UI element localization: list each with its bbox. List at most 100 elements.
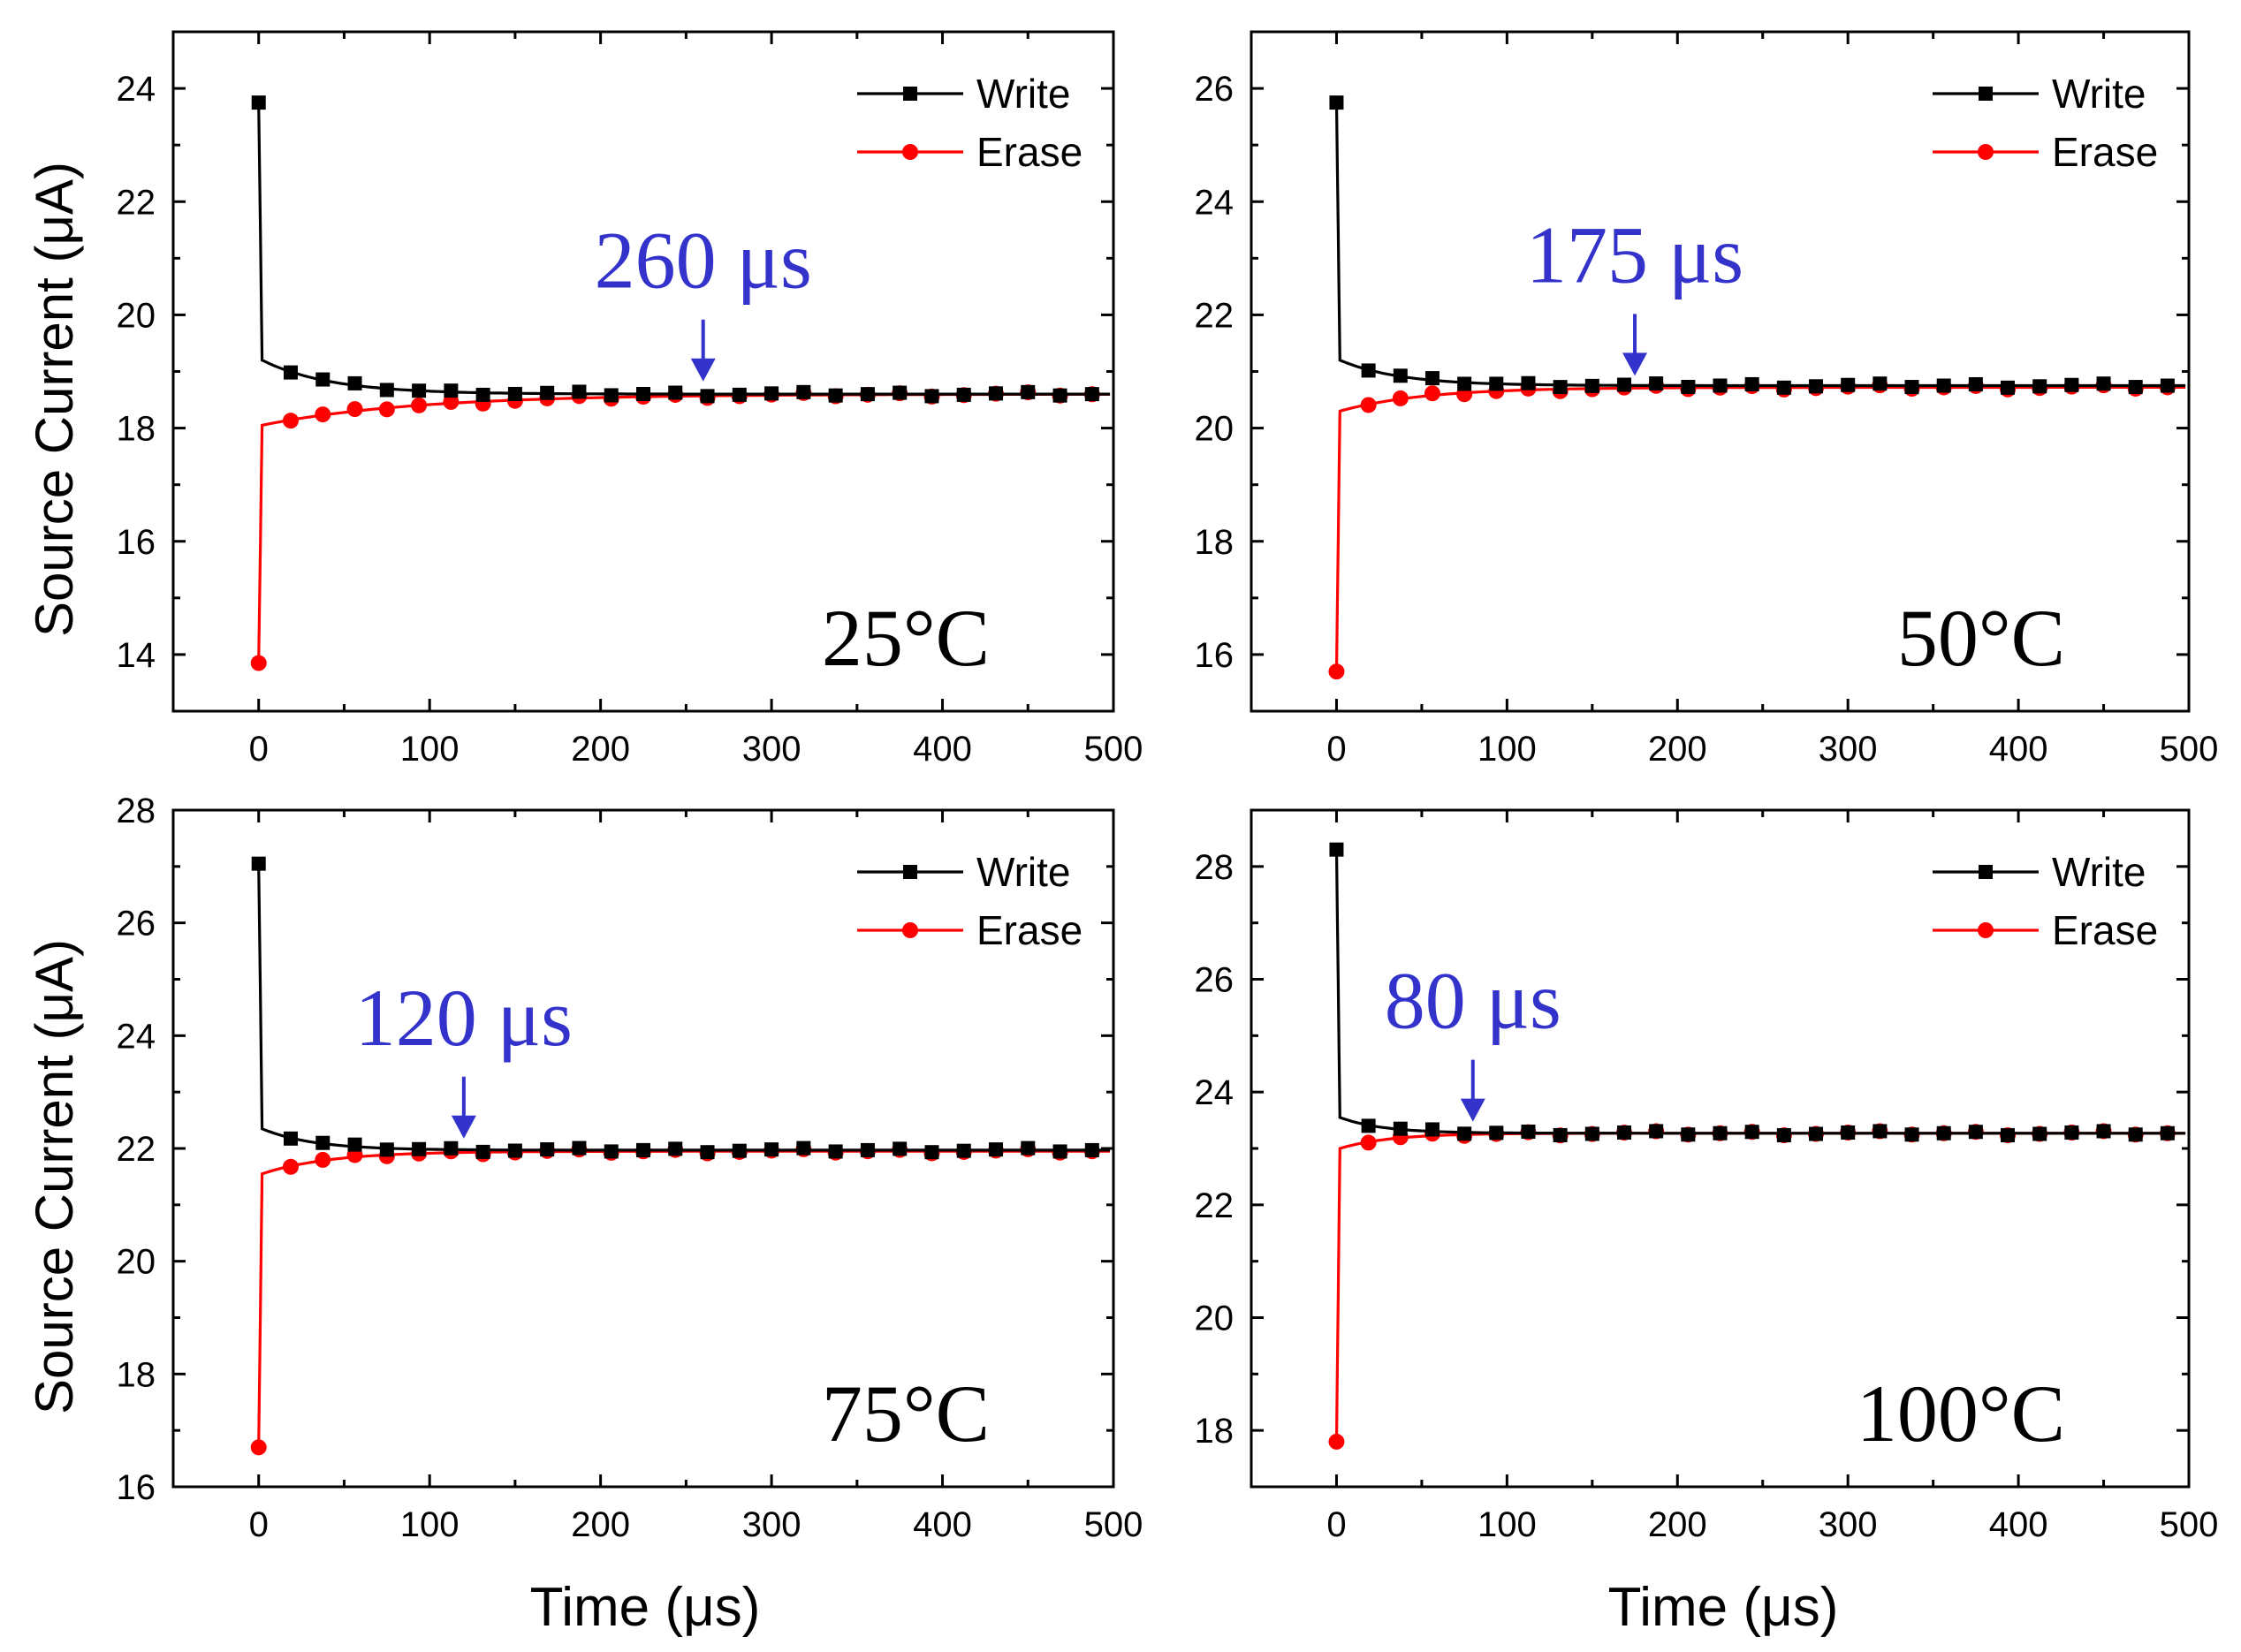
temperature-label: 100°C bbox=[1857, 1368, 2065, 1459]
marker-write-point bbox=[1681, 1127, 1696, 1142]
marker-write-point bbox=[1776, 380, 1791, 395]
marker-write-point bbox=[1904, 1127, 1919, 1142]
marker-write-point bbox=[893, 1141, 908, 1156]
y-tick-label: 22 bbox=[1195, 1186, 1234, 1225]
x-tick-label: 200 bbox=[1648, 1505, 1707, 1544]
marker-write-point bbox=[1457, 1126, 1472, 1141]
annotation-arrow-head bbox=[690, 358, 716, 382]
annotation-arrow-head bbox=[1622, 352, 1648, 376]
marker-write-point bbox=[1329, 95, 1344, 110]
marker-write-point bbox=[732, 1143, 747, 1158]
x-tick-label: 0 bbox=[249, 730, 269, 769]
x-tick-label: 0 bbox=[1326, 1505, 1346, 1544]
marker-write-point bbox=[379, 1142, 394, 1157]
marker-write-point bbox=[1393, 368, 1408, 383]
marker-write-point bbox=[1489, 376, 1504, 391]
marker-write-point bbox=[347, 1137, 362, 1152]
marker-write-point bbox=[540, 385, 555, 400]
legend-marker-erase bbox=[902, 922, 918, 938]
annotation-arrow-head bbox=[1460, 1098, 1485, 1122]
marker-write-point bbox=[1521, 375, 1536, 390]
marker-write-point bbox=[604, 388, 619, 403]
marker-write-point bbox=[475, 387, 490, 402]
marker-write-point bbox=[1968, 1125, 1983, 1140]
annotation-arrow-head bbox=[451, 1115, 476, 1139]
x-tick-label: 300 bbox=[1819, 730, 1878, 769]
legend-label-erase: Erase bbox=[976, 907, 1083, 953]
marker-erase-point bbox=[1328, 1433, 1345, 1450]
y-tick-label: 24 bbox=[1195, 1073, 1234, 1112]
marker-write-point bbox=[2001, 1128, 2016, 1143]
marker-write-point bbox=[2128, 1127, 2143, 1142]
marker-write-point bbox=[732, 387, 747, 402]
x-tick-label: 300 bbox=[742, 730, 801, 769]
marker-write-point bbox=[1616, 1125, 1631, 1140]
marker-write-point bbox=[1968, 376, 1983, 391]
legend-label-write: Write bbox=[976, 71, 1071, 117]
marker-write-point bbox=[1021, 384, 1036, 399]
marker-write-point bbox=[1553, 380, 1568, 395]
marker-write-point bbox=[1841, 377, 1856, 392]
marker-write-point bbox=[412, 383, 427, 398]
x-tick-label: 100 bbox=[1478, 1505, 1537, 1544]
y-tick-label: 22 bbox=[117, 183, 156, 222]
y-tick-label: 18 bbox=[117, 1355, 156, 1394]
y-tick-label: 28 bbox=[1195, 848, 1234, 887]
x-tick-label: 100 bbox=[400, 1505, 460, 1544]
x-tick-label: 500 bbox=[1084, 1505, 1143, 1544]
legend-label-erase: Erase bbox=[976, 129, 1083, 175]
marker-write-point bbox=[796, 384, 811, 399]
marker-write-point bbox=[1681, 379, 1696, 394]
marker-write-point bbox=[636, 1142, 650, 1157]
temperature-label: 25°C bbox=[822, 593, 990, 683]
marker-write-point bbox=[251, 856, 266, 871]
marker-erase-point bbox=[315, 406, 331, 423]
marker-write-point bbox=[315, 372, 330, 387]
y-tick-label: 20 bbox=[1195, 1300, 1234, 1338]
marker-write-point bbox=[828, 1144, 843, 1159]
marker-write-point bbox=[989, 386, 1003, 401]
y-axis-label-bottom: Source Current (μA) bbox=[25, 939, 84, 1414]
marker-write-point bbox=[956, 1143, 971, 1158]
marker-write-point bbox=[1713, 378, 1728, 393]
marker-erase-point bbox=[283, 1158, 299, 1175]
marker-write-point bbox=[1489, 1125, 1504, 1140]
marker-write-point bbox=[1616, 377, 1631, 392]
x-tick-label: 400 bbox=[1989, 1505, 2048, 1544]
x-tick-label: 100 bbox=[1478, 730, 1537, 769]
marker-erase-point bbox=[1360, 397, 1377, 413]
x-tick-label: 300 bbox=[742, 1505, 801, 1544]
marker-write-point bbox=[2032, 379, 2047, 394]
y-tick-label: 20 bbox=[1195, 410, 1234, 449]
marker-erase-point bbox=[411, 397, 428, 413]
marker-write-point bbox=[924, 389, 939, 404]
marker-write-point bbox=[1744, 376, 1759, 391]
marker-write-point bbox=[2032, 1126, 2047, 1141]
marker-write-point bbox=[2001, 380, 2016, 395]
marker-erase-point bbox=[378, 401, 395, 418]
marker-write-point bbox=[1584, 378, 1599, 393]
marker-erase-point bbox=[346, 401, 363, 418]
x-tick-label: 100 bbox=[400, 730, 460, 769]
marker-write-point bbox=[860, 387, 875, 402]
marker-write-point bbox=[2096, 1124, 2111, 1139]
marker-write-point bbox=[1649, 1124, 1664, 1139]
marker-write-point bbox=[1424, 1122, 1440, 1137]
marker-write-point bbox=[764, 386, 779, 401]
marker-write-point bbox=[668, 385, 683, 400]
marker-write-point bbox=[2064, 377, 2079, 392]
y-tick-label: 20 bbox=[117, 296, 156, 335]
marker-write-point bbox=[700, 389, 715, 404]
marker-write-point bbox=[1329, 842, 1344, 857]
y-tick-label: 24 bbox=[1195, 183, 1234, 222]
marker-write-point bbox=[1649, 376, 1664, 391]
legend-marker-write bbox=[1979, 865, 1993, 879]
legend-marker-erase bbox=[1978, 144, 1994, 160]
marker-erase-point bbox=[1360, 1134, 1377, 1151]
marker-write-point bbox=[989, 1142, 1003, 1157]
y-tick-label: 26 bbox=[117, 905, 156, 943]
marker-write-point bbox=[572, 1140, 587, 1156]
y-tick-label: 26 bbox=[1195, 961, 1234, 1000]
marker-erase-point bbox=[1392, 390, 1409, 406]
legend-marker-write bbox=[1979, 87, 1993, 101]
